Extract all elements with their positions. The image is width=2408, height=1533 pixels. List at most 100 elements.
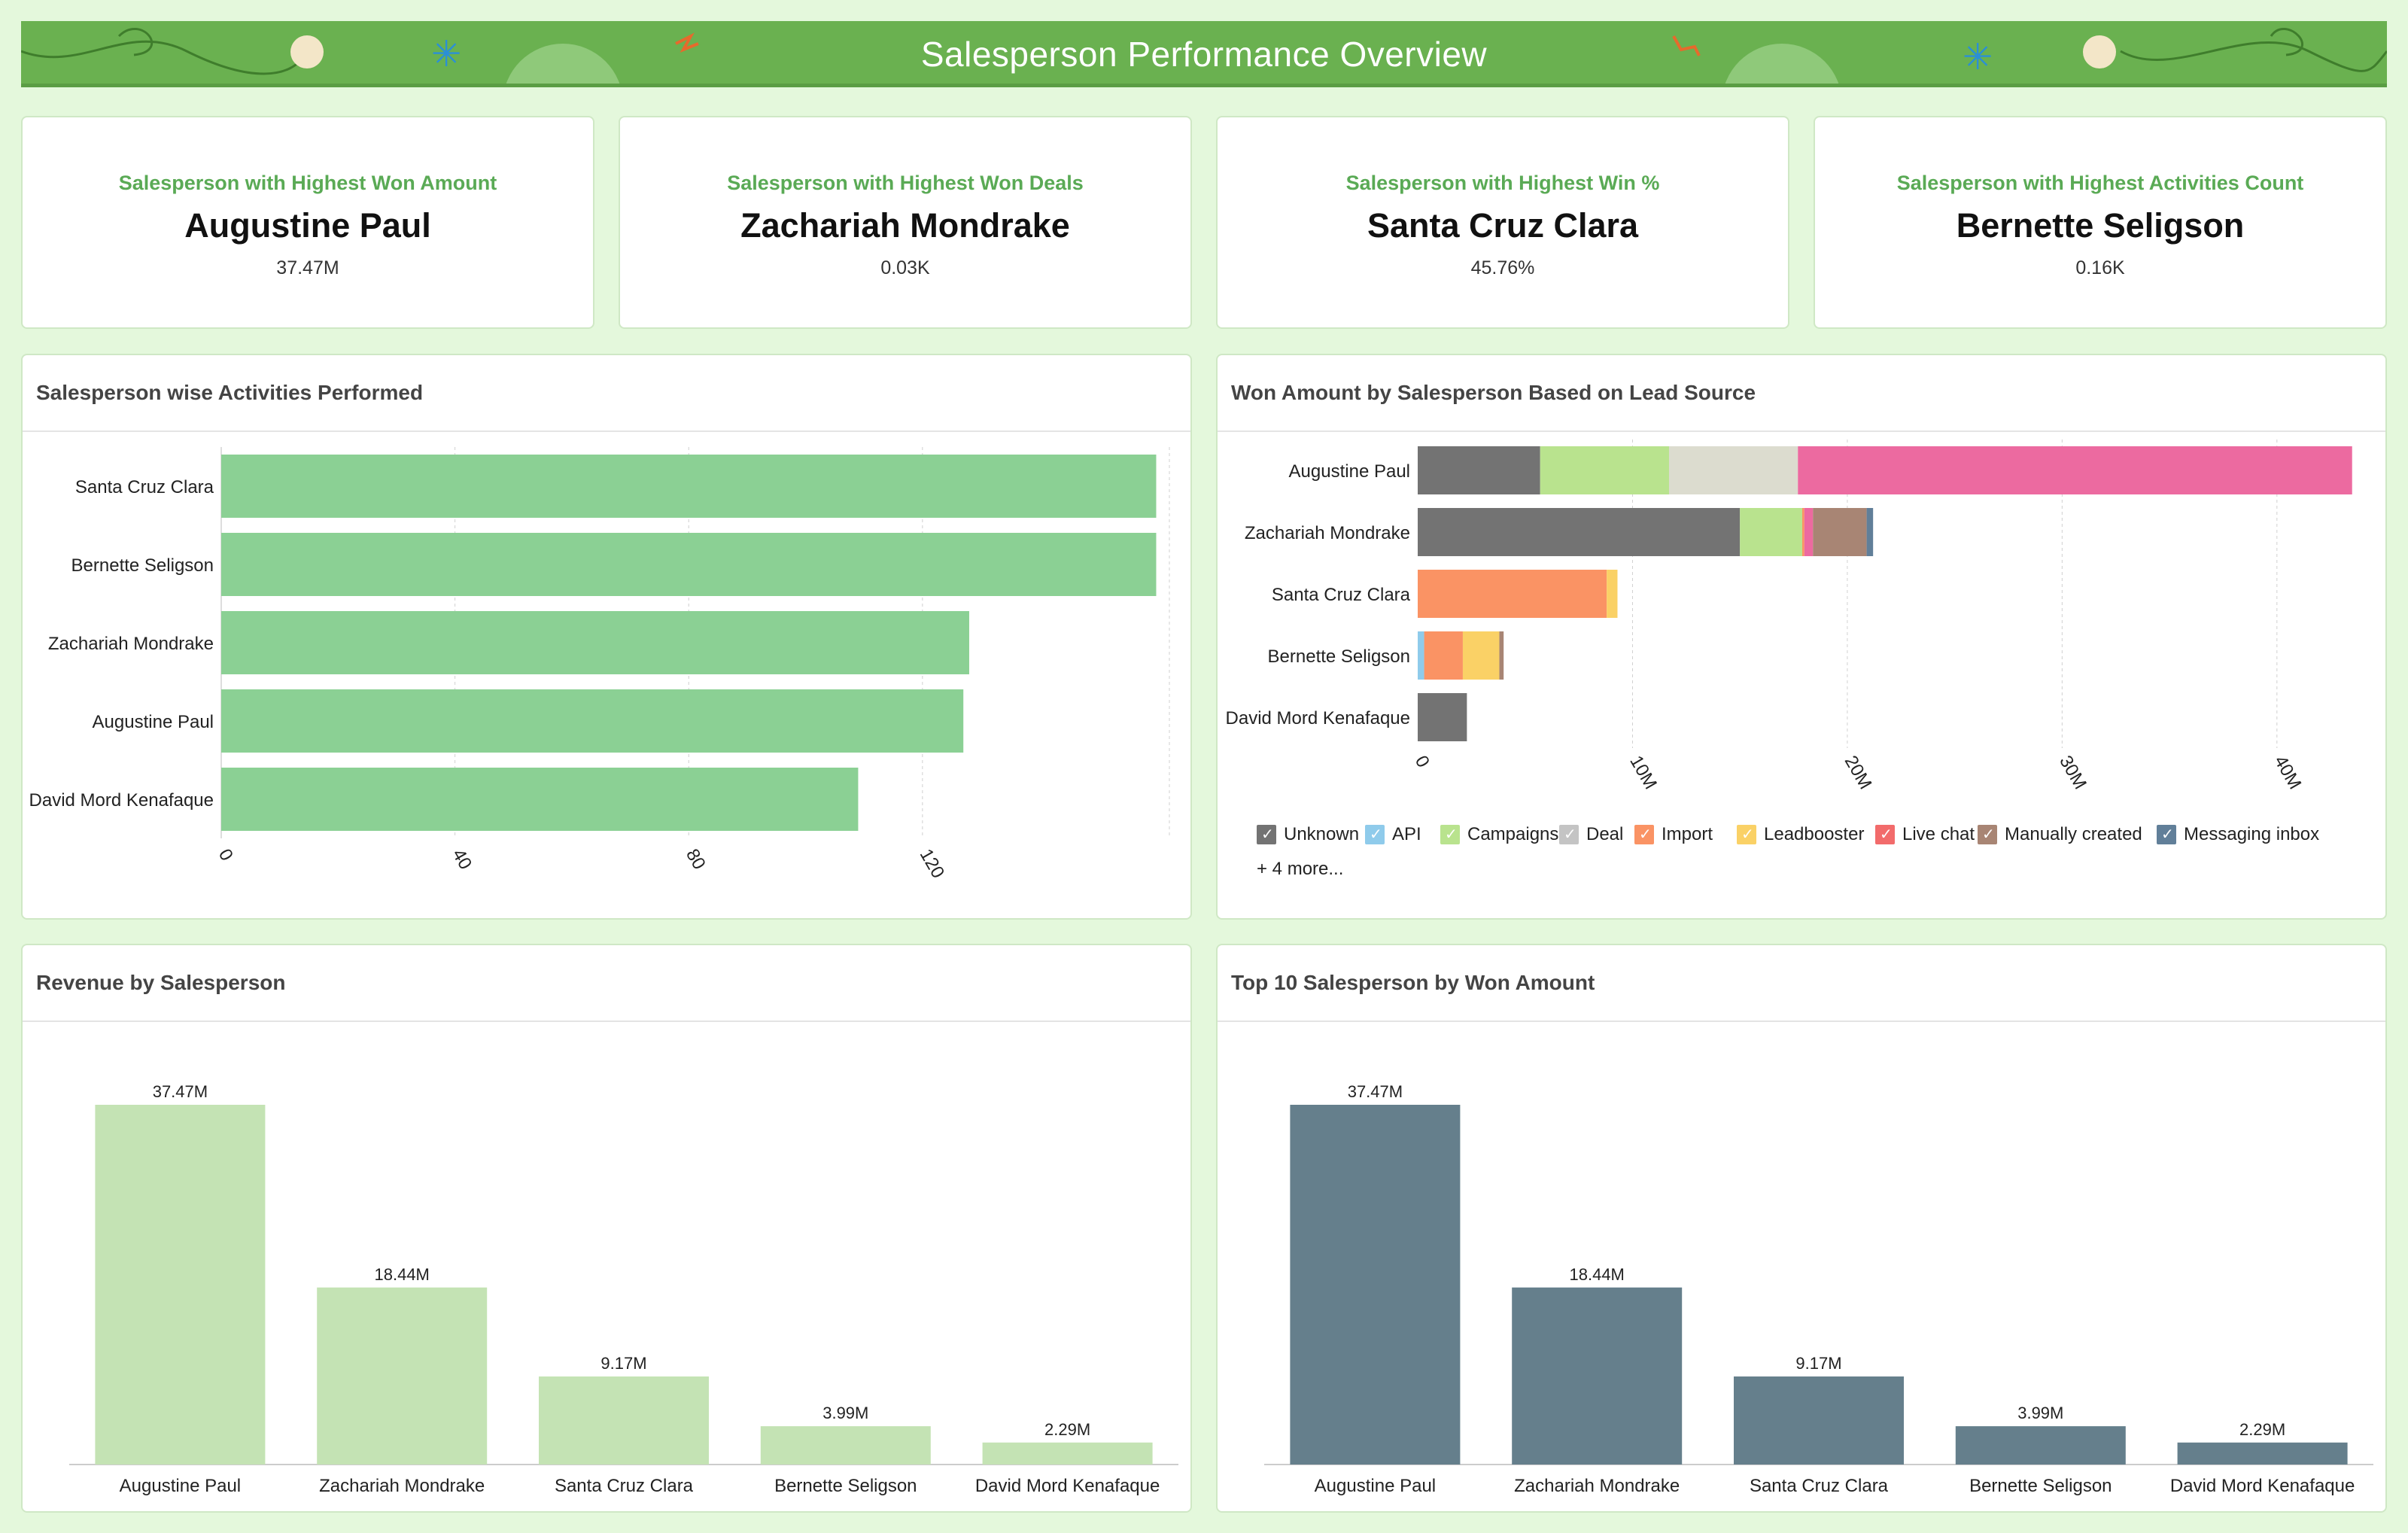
svg-text:✳: ✳: [1963, 38, 1993, 78]
x-tick-label: 40M: [2270, 753, 2306, 793]
bar: [95, 1105, 266, 1465]
data-label: 3.99M: [2017, 1404, 2063, 1422]
data-label: 3.99M: [822, 1404, 868, 1422]
panel-header: Won Amount by Salesperson Based on Lead …: [1218, 355, 2385, 432]
panel-title: Top 10 Salesperson by Won Amount: [1231, 971, 1595, 994]
legend-item[interactable]: ✓ Leadbooster: [1737, 824, 1864, 844]
legend-item[interactable]: ✓ Manually created: [1978, 824, 2142, 844]
legend-item[interactable]: ✓ Deal: [1559, 824, 1623, 844]
panel-title: Won Amount by Salesperson Based on Lead …: [1231, 381, 1756, 404]
bar: [221, 768, 859, 831]
kpi-label: Salesperson with Highest Activities Coun…: [1896, 172, 2304, 194]
bar-segment: [1418, 508, 1741, 556]
x-tick-label: 120: [916, 846, 948, 882]
x-tick-label: 10M: [1625, 753, 1661, 793]
check-icon: ✓: [1880, 826, 1893, 843]
panel-title: Revenue by Salesperson: [36, 971, 286, 994]
legend-label: Live chat: [1902, 824, 1975, 844]
bar-segment: [1418, 631, 1424, 680]
bar: [221, 611, 969, 674]
data-label: 18.44M: [1570, 1265, 1625, 1284]
x-tick-label: Santa Cruz Clara: [1750, 1476, 1889, 1496]
bar-segment: [1813, 508, 1867, 556]
bar-segment: [1798, 446, 2352, 494]
legend-item[interactable]: ✓ Unknown: [1257, 824, 1359, 844]
svg-text:✳: ✳: [431, 35, 461, 75]
legend-label: Campaigns: [1467, 824, 1558, 844]
legend-item[interactable]: ✓ Campaigns: [1440, 824, 1558, 844]
legend-swatch: [1978, 825, 1997, 844]
bar: [1512, 1287, 1683, 1465]
y-tick-label: Zachariah Mondrake: [48, 634, 214, 654]
x-tick-label: Augustine Paul: [1315, 1476, 1436, 1496]
check-icon: ✓: [1982, 826, 1995, 843]
legend-swatch: [1365, 825, 1385, 844]
legend-label: API: [1392, 824, 1421, 844]
check-icon: ✓: [1639, 826, 1652, 843]
legend-swatch: [1257, 825, 1276, 844]
x-tick-label: 80: [682, 846, 710, 874]
panel-header: Revenue by Salesperson: [23, 945, 1190, 1022]
legend-item[interactable]: ✓ Live chat: [1875, 824, 1975, 844]
top10-chart: 37.47M Augustine Paul 18.44M Zachariah Mond…: [1264, 1082, 2373, 1496]
panel-header: Salesperson wise Activities Performed: [23, 355, 1190, 432]
bar: [1955, 1426, 2126, 1465]
check-icon: ✓: [1445, 826, 1458, 843]
bar: [221, 455, 1157, 518]
bar-segment: [1424, 631, 1463, 680]
kpi-card-won-deals: Salesperson with Highest Won Deals Zacha…: [619, 116, 1192, 329]
kpi-name: Bernette Seligson: [1956, 206, 2245, 245]
legend-item[interactable]: ✓ API: [1365, 824, 1421, 844]
legend-item[interactable]: ✓ Import: [1634, 824, 1713, 844]
page-title: Salesperson Performance Overview: [920, 35, 1488, 74]
top10-panel: Top 10 Salesperson by Won Amount 37.47M A…: [1216, 944, 2387, 1513]
check-icon: ✓: [1564, 826, 1576, 843]
bar: [317, 1287, 488, 1465]
kpi-card-win-percent: Salesperson with Highest Win % Santa Cru…: [1216, 116, 1789, 329]
legend-more-link[interactable]: + 4 more...: [1257, 859, 1343, 879]
kpi-label: Salesperson with Highest Won Amount: [118, 172, 497, 194]
panel-header: Top 10 Salesperson by Won Amount: [1218, 945, 2385, 1022]
y-tick-label: Bernette Seligson: [71, 555, 214, 576]
activities-panel: Salesperson wise Activities Performed 0 4…: [21, 354, 1192, 920]
kpi-value: 45.76%: [1470, 257, 1535, 278]
bar: [221, 533, 1157, 596]
data-label: 9.17M: [1795, 1354, 1841, 1373]
y-tick-label: Augustine Paul: [1289, 461, 1410, 482]
kpi-name: Augustine Paul: [184, 206, 431, 245]
legend-label: Leadbooster: [1764, 824, 1864, 844]
x-tick-label: 0: [214, 846, 237, 865]
header-banner: ✳ ✳ Salesperson Performance Overview: [21, 21, 2387, 87]
legend-label: Unknown: [1284, 824, 1359, 844]
bar-segment: [1540, 446, 1669, 494]
y-tick-label: David Mord Kenafaque: [1226, 708, 1410, 728]
bar-segment: [1668, 446, 1798, 494]
data-label: 37.47M: [153, 1082, 208, 1101]
x-tick-label: Augustine Paul: [120, 1476, 241, 1496]
legend-swatch: [1875, 825, 1895, 844]
check-icon: ✓: [1261, 826, 1274, 843]
kpi-value: 37.47M: [276, 257, 339, 278]
bar: [982, 1442, 1153, 1465]
legend-label: Messaging inbox: [2184, 824, 2319, 844]
x-tick-label: Zachariah Mondrake: [319, 1476, 485, 1496]
check-icon: ✓: [2161, 826, 2174, 843]
kpi-name: Santa Cruz Clara: [1367, 206, 1639, 245]
legend-swatch: [1440, 825, 1460, 844]
x-tick-label: Zachariah Mondrake: [1514, 1476, 1680, 1496]
bar-segment: [1418, 693, 1467, 741]
y-tick-label: Santa Cruz Clara: [1272, 585, 1411, 605]
legend-item[interactable]: ✓ Messaging inbox: [2157, 824, 2319, 844]
bar-segment: [1462, 631, 1500, 680]
data-label: 18.44M: [375, 1265, 430, 1284]
x-tick-label: Santa Cruz Clara: [555, 1476, 694, 1496]
legend-label: Import: [1662, 824, 1713, 844]
bar-segment: [1801, 508, 1804, 556]
kpi-card-activities-count: Salesperson with Highest Activities Coun…: [1814, 116, 2387, 329]
kpi-name: Zachariah Mondrake: [740, 206, 1070, 245]
y-tick-label: Bernette Seligson: [1268, 646, 1410, 667]
bar-segment: [1740, 508, 1802, 556]
check-icon: ✓: [1370, 826, 1382, 843]
legend-swatch: [2157, 825, 2176, 844]
panel-title: Salesperson wise Activities Performed: [36, 381, 424, 404]
